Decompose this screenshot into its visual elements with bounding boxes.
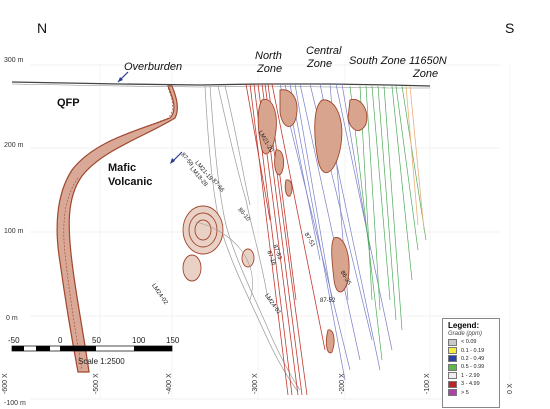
legend-item-label: 0.2 - 0.49 bbox=[461, 355, 485, 362]
elevation-label-minus100: -100 m bbox=[4, 400, 26, 407]
north-zone-label-line2: Zone bbox=[257, 63, 283, 75]
legend-item: 0.1 - 0.19 bbox=[443, 346, 499, 355]
scale-bar bbox=[11, 345, 173, 352]
easting-label-minus400: -400 X bbox=[166, 373, 173, 394]
north-zone-label-line1: North bbox=[255, 50, 282, 62]
hole-label-87-52: 87-52 bbox=[320, 298, 336, 304]
legend-item: < 0.09 bbox=[443, 338, 499, 346]
easting-label-0: 0 X bbox=[507, 383, 514, 394]
easting-label-minus200: -200 X bbox=[339, 373, 346, 394]
elevation-label-200: 200 m bbox=[4, 142, 24, 149]
easting-label-minus100: -100 X bbox=[424, 373, 431, 394]
legend-swatch bbox=[448, 372, 457, 380]
zone-11650n-label-line2: Zone bbox=[413, 68, 439, 80]
grade-legend: Legend: Grade (ppm) < 0.09 0.1 - 0.19 0.… bbox=[442, 318, 500, 408]
legend-item-label: 0.5 - 0.99 bbox=[461, 364, 485, 371]
legend-item: 0.5 - 0.99 bbox=[443, 363, 499, 371]
legend-swatch bbox=[448, 347, 457, 355]
easting-label-minus500: -500 X bbox=[93, 373, 100, 394]
central-zone-label-line1: Central bbox=[306, 45, 342, 57]
scale-tick-0: 0 bbox=[58, 336, 63, 345]
legend-swatch bbox=[448, 380, 457, 388]
easting-label-minus300: -300 X bbox=[252, 373, 259, 394]
zone-11650n-label-line1: 11650N bbox=[409, 55, 447, 67]
elevation-label-100: 100 m bbox=[4, 228, 24, 235]
easting-label-minus600: -600 X bbox=[2, 373, 9, 394]
qfp-body bbox=[56, 85, 178, 373]
gray-envelope bbox=[195, 221, 253, 301]
legend-swatch bbox=[448, 338, 457, 346]
mafic-volcanic-label-line2: Volcanic bbox=[108, 176, 153, 188]
mineralized-zones bbox=[257, 89, 368, 354]
qfp-hatch bbox=[63, 87, 173, 371]
scale-tick-50: 50 bbox=[92, 336, 101, 345]
scale-tick-minus50: -50 bbox=[8, 336, 20, 345]
overburden-base bbox=[11, 83, 430, 89]
legend-swatch bbox=[448, 355, 457, 363]
legend-item: > 5 bbox=[443, 388, 499, 397]
easting-gridlines bbox=[99, 65, 511, 399]
south-zone-label: South Zone bbox=[349, 55, 406, 67]
overburden-arrowhead bbox=[118, 77, 123, 82]
legend-swatch bbox=[448, 389, 457, 397]
north-direction-label: N bbox=[37, 20, 48, 36]
scale-tick-100: 100 bbox=[132, 336, 146, 345]
south-direction-label: S bbox=[505, 20, 515, 36]
elevation-label-300: 300 m bbox=[4, 57, 24, 64]
lower-mineralized-ellipses bbox=[182, 205, 255, 282]
legend-item-label: < 0.09 bbox=[461, 339, 477, 346]
legend-item: 0.2 - 0.49 bbox=[443, 355, 499, 363]
scale-caption: Scale 1:2500 bbox=[78, 357, 125, 366]
legend-item-label: 0.1 - 0.19 bbox=[461, 347, 485, 354]
legend-item-label: > 5 bbox=[461, 389, 469, 396]
topography-line bbox=[11, 81, 431, 87]
mafic-volcanic-label-line1: Mafic bbox=[108, 162, 137, 174]
legend-item: 3 - 4.99 bbox=[443, 380, 499, 388]
legend-swatch bbox=[448, 363, 457, 371]
overburden-label: Overburden bbox=[124, 61, 183, 73]
scale-tick-150: 150 bbox=[166, 336, 180, 345]
legend-subtitle: Grade (ppm) bbox=[448, 331, 483, 337]
elevation-label-0: 0 m bbox=[6, 315, 18, 322]
legend-item: 1 - 2.99 bbox=[443, 372, 499, 380]
central-zone-label-line2: Zone bbox=[307, 58, 333, 70]
qfp-label: QFP bbox=[57, 97, 80, 109]
legend-item-label: 3 - 4.99 bbox=[461, 381, 480, 388]
zone-11650n-drillholes bbox=[405, 85, 425, 231]
barren-drillholes bbox=[204, 85, 301, 393]
mafic-arrowhead bbox=[170, 158, 175, 164]
south-zone-drillholes bbox=[349, 85, 427, 361]
legend-title: Legend: bbox=[448, 321, 480, 330]
legend-item-label: 1 - 2.99 bbox=[461, 372, 480, 379]
